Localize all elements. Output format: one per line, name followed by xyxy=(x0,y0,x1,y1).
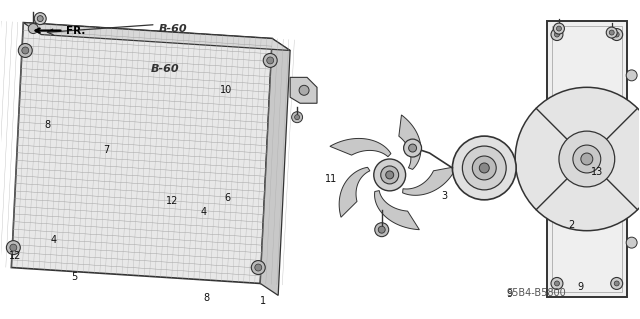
Circle shape xyxy=(462,146,506,190)
Circle shape xyxy=(255,264,262,271)
Text: 8: 8 xyxy=(44,120,51,130)
Text: 9: 9 xyxy=(507,289,513,300)
Text: 6: 6 xyxy=(225,193,230,203)
Circle shape xyxy=(292,112,303,123)
Circle shape xyxy=(573,145,601,173)
Text: 11: 11 xyxy=(325,174,337,183)
Text: 1: 1 xyxy=(260,296,266,306)
Text: 5: 5 xyxy=(72,272,78,282)
Circle shape xyxy=(554,23,564,34)
Circle shape xyxy=(10,244,17,251)
Circle shape xyxy=(378,226,385,233)
Polygon shape xyxy=(403,167,457,195)
Text: 8: 8 xyxy=(204,293,210,303)
Circle shape xyxy=(6,241,20,255)
Circle shape xyxy=(404,139,422,157)
Text: 3: 3 xyxy=(441,191,447,201)
Circle shape xyxy=(611,29,623,41)
Polygon shape xyxy=(12,23,272,284)
Bar xyxy=(552,26,621,293)
Polygon shape xyxy=(290,78,317,103)
Circle shape xyxy=(606,27,617,38)
Circle shape xyxy=(551,278,563,289)
Text: B-60: B-60 xyxy=(151,64,180,74)
Text: 9: 9 xyxy=(577,282,583,292)
Circle shape xyxy=(375,223,388,237)
Circle shape xyxy=(515,87,640,231)
Text: 12: 12 xyxy=(9,251,22,261)
Text: S5B4-B5800: S5B4-B5800 xyxy=(507,288,566,298)
Polygon shape xyxy=(330,138,391,157)
Circle shape xyxy=(554,32,559,37)
Circle shape xyxy=(559,131,614,187)
Text: 4: 4 xyxy=(51,235,57,246)
Text: 7: 7 xyxy=(104,145,109,155)
Circle shape xyxy=(263,54,277,67)
Circle shape xyxy=(19,43,32,57)
Polygon shape xyxy=(339,167,370,217)
Text: 13: 13 xyxy=(591,167,604,177)
Circle shape xyxy=(626,70,637,81)
Circle shape xyxy=(556,26,561,31)
Circle shape xyxy=(472,156,496,180)
Circle shape xyxy=(452,136,516,200)
Circle shape xyxy=(37,16,44,22)
Circle shape xyxy=(581,153,593,165)
Polygon shape xyxy=(260,39,290,295)
Text: 10: 10 xyxy=(220,85,232,95)
Polygon shape xyxy=(23,23,290,50)
Polygon shape xyxy=(399,115,421,169)
Circle shape xyxy=(374,159,406,191)
Text: FR.: FR. xyxy=(36,26,86,35)
Circle shape xyxy=(267,57,274,64)
Circle shape xyxy=(28,24,38,33)
Circle shape xyxy=(35,13,46,25)
Circle shape xyxy=(381,166,399,184)
Circle shape xyxy=(299,85,309,95)
Circle shape xyxy=(294,115,300,120)
Text: B-60: B-60 xyxy=(159,24,188,33)
Text: 12: 12 xyxy=(166,196,179,206)
Circle shape xyxy=(551,29,563,41)
Bar xyxy=(547,21,627,297)
Circle shape xyxy=(614,32,619,37)
Circle shape xyxy=(22,47,29,54)
Circle shape xyxy=(614,281,619,286)
Circle shape xyxy=(408,144,417,152)
Circle shape xyxy=(554,281,559,286)
Circle shape xyxy=(609,30,614,35)
Circle shape xyxy=(479,163,489,173)
Circle shape xyxy=(611,278,623,289)
Circle shape xyxy=(252,261,265,274)
Polygon shape xyxy=(374,190,419,230)
Text: 2: 2 xyxy=(568,219,575,230)
Text: 4: 4 xyxy=(201,207,207,217)
Circle shape xyxy=(386,171,394,179)
Circle shape xyxy=(626,237,637,248)
